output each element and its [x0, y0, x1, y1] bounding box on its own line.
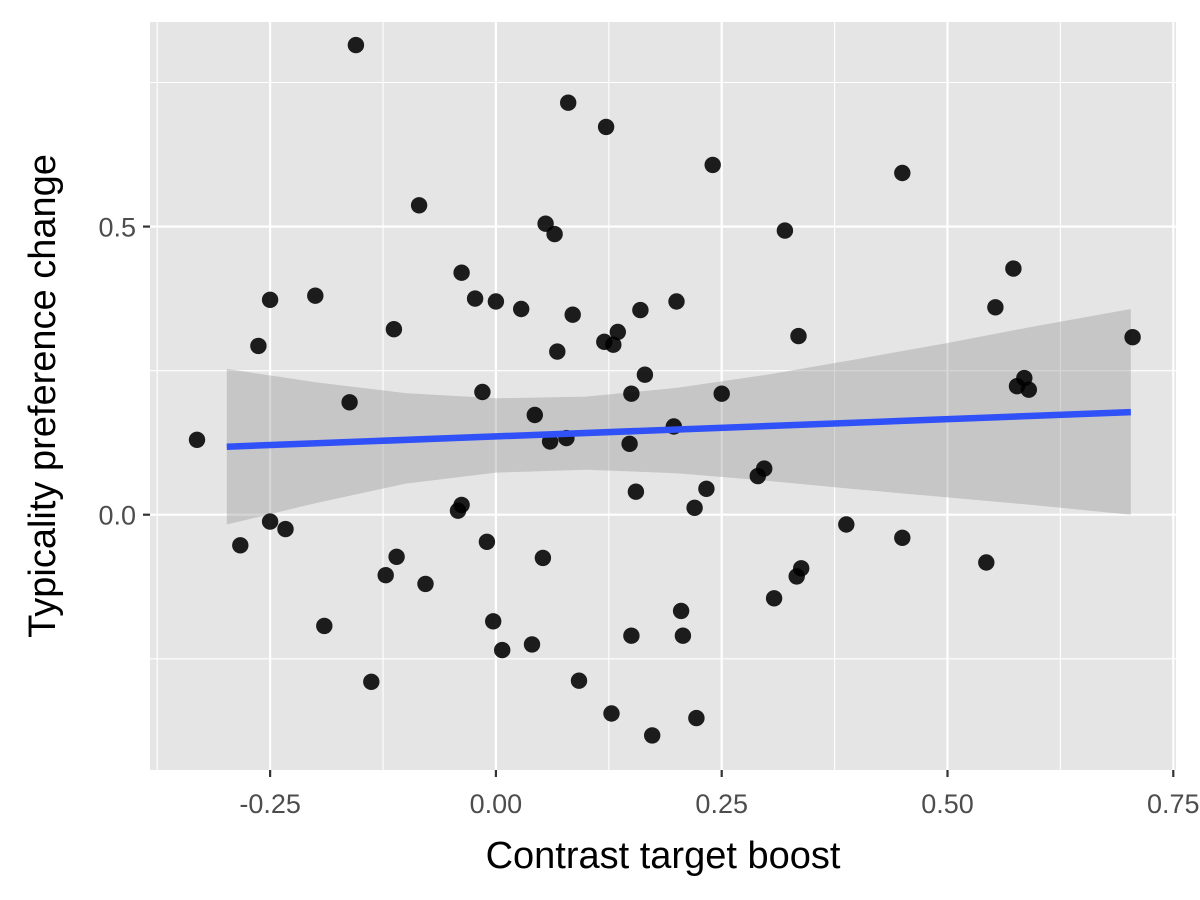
data-point — [564, 306, 581, 323]
data-point — [261, 513, 279, 530]
data-point — [793, 560, 810, 577]
data-point — [188, 431, 206, 448]
x-tick-label: 0.50 — [921, 789, 974, 819]
data-point — [894, 164, 911, 182]
confidence-ribbon — [226, 309, 1131, 525]
data-point — [534, 549, 552, 567]
data-point — [478, 533, 496, 550]
data-point — [523, 636, 541, 653]
data-point — [347, 36, 365, 54]
data-point — [232, 537, 249, 554]
data-point — [621, 435, 638, 452]
data-point — [277, 520, 294, 538]
y-axis-title: Typicality preference change — [22, 154, 64, 638]
x-tick-label: 0.25 — [695, 789, 748, 819]
trend-line — [226, 408, 1131, 450]
data-point — [627, 483, 645, 500]
data-point — [385, 321, 403, 338]
data-point — [636, 366, 654, 383]
data-point — [632, 301, 649, 319]
axes: -0.25 0.00 0.25 0.50 0.75 0.0 0.5 — [98, 213, 1199, 819]
data-point — [978, 554, 995, 571]
confidence-band — [226, 309, 1131, 525]
data-points — [188, 36, 1141, 744]
data-point — [570, 672, 588, 689]
data-point — [838, 516, 855, 533]
data-point — [776, 222, 794, 239]
data-point — [987, 299, 1004, 316]
data-point — [674, 627, 692, 644]
data-point — [377, 567, 394, 584]
data-point — [686, 499, 703, 516]
x-tick-label: -0.25 — [239, 789, 301, 819]
data-point — [485, 613, 502, 630]
data-point — [513, 300, 530, 318]
data-point — [250, 337, 267, 355]
data-point — [1124, 329, 1141, 346]
data-point — [494, 641, 511, 659]
data-point — [605, 336, 622, 353]
data-point — [341, 394, 358, 411]
y-tick-label: 0.0 — [98, 501, 136, 531]
data-point — [1020, 381, 1037, 398]
data-point — [466, 290, 484, 307]
data-point — [765, 590, 783, 607]
data-point — [487, 293, 505, 310]
data-point — [644, 727, 661, 744]
data-point — [756, 460, 773, 477]
data-point — [672, 602, 690, 620]
data-point — [623, 385, 640, 402]
data-point — [363, 673, 380, 690]
x-axis-title: Contrast target boost — [486, 835, 841, 877]
data-point — [526, 406, 543, 424]
data-point — [597, 118, 615, 136]
data-point — [410, 197, 428, 214]
data-point — [307, 287, 324, 304]
data-point — [417, 575, 434, 593]
data-point — [1005, 260, 1022, 277]
data-point — [609, 323, 626, 341]
plot-panel — [150, 22, 1176, 770]
data-point — [704, 156, 721, 174]
data-point — [453, 264, 470, 281]
data-point — [623, 627, 640, 644]
data-point — [603, 705, 620, 722]
data-point — [546, 225, 563, 243]
data-point — [668, 293, 685, 310]
data-point — [713, 385, 730, 402]
data-point — [453, 496, 470, 514]
trend-line-group — [226, 408, 1131, 450]
data-point — [316, 617, 333, 635]
data-point — [261, 291, 279, 308]
data-point — [388, 548, 405, 565]
data-point — [790, 327, 807, 345]
data-point — [894, 529, 911, 546]
data-point — [474, 383, 491, 401]
x-tick-label: 0.00 — [470, 789, 523, 819]
y-tick-label: 0.5 — [98, 213, 136, 243]
data-point — [698, 480, 715, 497]
data-point — [560, 94, 577, 111]
data-point — [688, 709, 705, 727]
x-tick-label: 0.75 — [1147, 789, 1200, 819]
data-point — [549, 343, 566, 360]
